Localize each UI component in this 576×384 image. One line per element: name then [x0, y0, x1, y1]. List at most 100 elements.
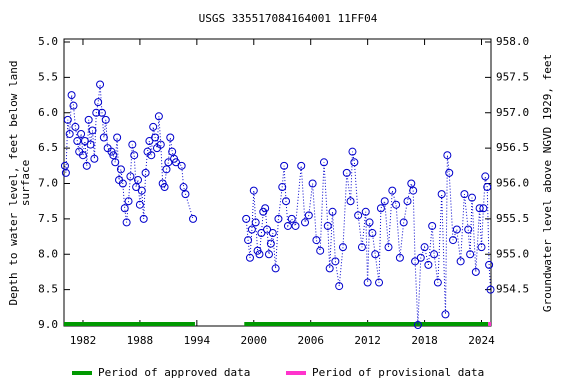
- y2-tick-label: 957.5: [496, 70, 529, 83]
- y2-axis-label: Groundwater level above NGVD 1929, feet: [541, 54, 554, 312]
- data-point: [464, 225, 473, 234]
- data-point: [61, 168, 70, 177]
- data-point: [63, 115, 72, 124]
- data-point: [135, 200, 144, 209]
- data-point: [297, 161, 306, 170]
- data-point: [244, 236, 253, 245]
- data-point: [149, 122, 158, 131]
- y-tick-label: 7.0: [38, 177, 58, 190]
- data-point: [151, 133, 160, 142]
- data-point: [486, 285, 495, 294]
- y2-tick-label: 958.0: [496, 35, 529, 48]
- y2-tick-label: 955.5: [496, 212, 529, 225]
- data-point: [466, 250, 475, 259]
- data-point: [113, 133, 122, 142]
- data-point: [134, 175, 143, 184]
- y-tick-label: 7.5: [38, 212, 58, 225]
- data-point: [90, 154, 99, 163]
- data-point: [278, 183, 287, 192]
- data-point: [430, 250, 439, 259]
- data-point: [350, 158, 359, 167]
- legend-label: Period of provisional data: [312, 366, 484, 379]
- data-point: [80, 137, 89, 146]
- y-tick-label: 8.5: [38, 283, 58, 296]
- data-point: [261, 204, 270, 213]
- data-point: [282, 197, 291, 206]
- data-point: [485, 260, 494, 269]
- data-point: [139, 214, 148, 223]
- data-point: [88, 126, 97, 135]
- data-point: [409, 186, 418, 195]
- data-point: [245, 253, 254, 262]
- data-point: [338, 243, 347, 252]
- data-point: [449, 236, 458, 245]
- x-tick-label: 2012: [354, 334, 381, 347]
- data-point: [126, 172, 135, 181]
- data-point: [441, 310, 450, 319]
- data-point: [181, 190, 190, 199]
- data-point: [399, 218, 408, 227]
- data-point: [323, 221, 332, 230]
- data-point: [363, 278, 372, 287]
- data-point: [395, 253, 404, 262]
- x-tick-label: 2006: [297, 334, 324, 347]
- data-point: [160, 183, 169, 192]
- data-point: [331, 257, 340, 266]
- data-point: [274, 214, 283, 223]
- data-point: [287, 214, 296, 223]
- data-point: [177, 161, 186, 170]
- data-point: [111, 158, 120, 167]
- data-point: [71, 122, 80, 131]
- data-point: [411, 257, 420, 266]
- data-point: [304, 211, 313, 220]
- data-point: [247, 225, 256, 234]
- y-tick-label: 5.5: [38, 70, 58, 83]
- data-point: [109, 151, 118, 160]
- data-point: [443, 151, 452, 160]
- y-tick-label: 6.0: [38, 106, 58, 119]
- data-point: [96, 80, 105, 89]
- data-point: [328, 207, 337, 216]
- data-point: [371, 250, 380, 259]
- data-point: [346, 197, 355, 206]
- data-point: [179, 183, 188, 192]
- data-point: [162, 165, 171, 174]
- plot-frame: [63, 38, 492, 327]
- data-point: [342, 168, 351, 177]
- data-point: [316, 246, 325, 255]
- period-bar: [64, 322, 195, 326]
- data-point: [433, 278, 442, 287]
- data-point: [84, 115, 93, 124]
- data-point: [456, 257, 465, 266]
- data-point: [97, 108, 106, 117]
- y2-tick-label: 956.0: [496, 177, 529, 190]
- y2-tick-label: 954.5: [496, 283, 529, 296]
- data-point: [380, 197, 389, 206]
- data-point: [263, 225, 272, 234]
- data-point: [413, 321, 422, 329]
- data-point: [101, 115, 110, 124]
- data-point: [128, 140, 137, 149]
- x-tick-label: 2000: [241, 334, 268, 347]
- y-tick-label: 8.0: [38, 247, 58, 260]
- data-point: [416, 253, 425, 262]
- data-point: [361, 207, 370, 216]
- data-point: [147, 151, 156, 160]
- data-point: [264, 250, 273, 259]
- y-tick-label: 5.0: [38, 35, 58, 48]
- data-point: [388, 186, 397, 195]
- data-point: [255, 250, 264, 259]
- data-point: [437, 190, 446, 199]
- data-point: [325, 264, 334, 273]
- y2-tick-label: 957.0: [496, 106, 529, 119]
- x-tick-label: 2018: [411, 334, 438, 347]
- data-point: [82, 161, 91, 170]
- data-point: [168, 147, 177, 156]
- data-point: [118, 179, 127, 188]
- data-point: [73, 137, 82, 146]
- data-point: [357, 243, 366, 252]
- data-point: [291, 221, 300, 230]
- data-point: [301, 218, 310, 227]
- data-point: [403, 197, 412, 206]
- data-point: [166, 133, 175, 142]
